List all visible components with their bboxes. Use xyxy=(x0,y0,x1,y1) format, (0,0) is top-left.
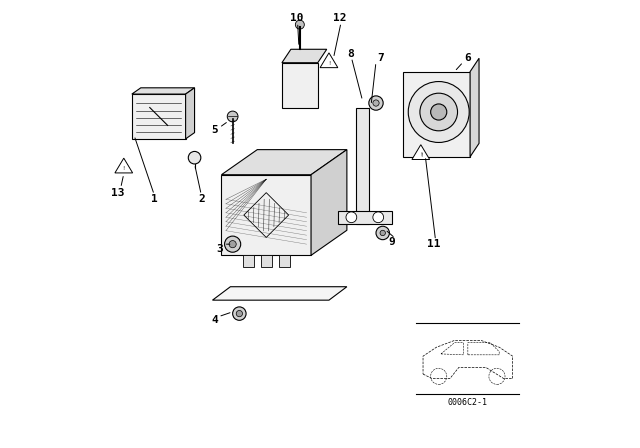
Polygon shape xyxy=(132,88,195,94)
Text: 3: 3 xyxy=(216,244,223,254)
Polygon shape xyxy=(338,211,392,224)
Circle shape xyxy=(346,212,356,223)
Text: 7: 7 xyxy=(377,53,384,63)
Polygon shape xyxy=(470,58,479,157)
Circle shape xyxy=(380,230,385,236)
Circle shape xyxy=(373,100,379,106)
Polygon shape xyxy=(186,88,195,139)
Text: 13: 13 xyxy=(111,188,124,198)
Text: !: ! xyxy=(420,152,422,157)
Polygon shape xyxy=(282,49,327,63)
Polygon shape xyxy=(212,287,347,300)
Circle shape xyxy=(296,20,305,29)
Polygon shape xyxy=(221,150,347,175)
Text: 5: 5 xyxy=(211,125,218,135)
Polygon shape xyxy=(311,150,347,255)
Polygon shape xyxy=(132,94,186,139)
Circle shape xyxy=(431,104,447,120)
Bar xyxy=(279,255,289,267)
Text: 11: 11 xyxy=(428,239,441,249)
Bar xyxy=(243,255,253,267)
Text: 0006C2-1: 0006C2-1 xyxy=(448,398,488,407)
Circle shape xyxy=(420,93,458,131)
Text: 10: 10 xyxy=(290,13,303,23)
Circle shape xyxy=(188,151,201,164)
Circle shape xyxy=(236,310,243,317)
Circle shape xyxy=(233,307,246,320)
Circle shape xyxy=(225,236,241,252)
Circle shape xyxy=(376,226,390,240)
Circle shape xyxy=(373,212,383,223)
Text: 12: 12 xyxy=(333,13,347,23)
Text: 4: 4 xyxy=(211,315,218,325)
Circle shape xyxy=(229,241,236,248)
Circle shape xyxy=(369,96,383,110)
Polygon shape xyxy=(221,175,311,255)
Text: 1: 1 xyxy=(151,194,157,204)
Text: !: ! xyxy=(420,153,422,158)
Circle shape xyxy=(408,82,469,142)
Polygon shape xyxy=(356,108,369,224)
Text: 8: 8 xyxy=(347,49,354,59)
Circle shape xyxy=(227,111,238,122)
Text: 6: 6 xyxy=(465,53,471,63)
Polygon shape xyxy=(320,53,338,68)
Text: 9: 9 xyxy=(388,237,395,247)
Polygon shape xyxy=(282,63,317,108)
Bar xyxy=(261,255,271,267)
Text: !: ! xyxy=(328,61,330,66)
Polygon shape xyxy=(412,145,429,159)
Text: !: ! xyxy=(123,167,125,172)
Polygon shape xyxy=(115,158,132,173)
Polygon shape xyxy=(403,72,470,157)
Text: 2: 2 xyxy=(198,194,205,204)
